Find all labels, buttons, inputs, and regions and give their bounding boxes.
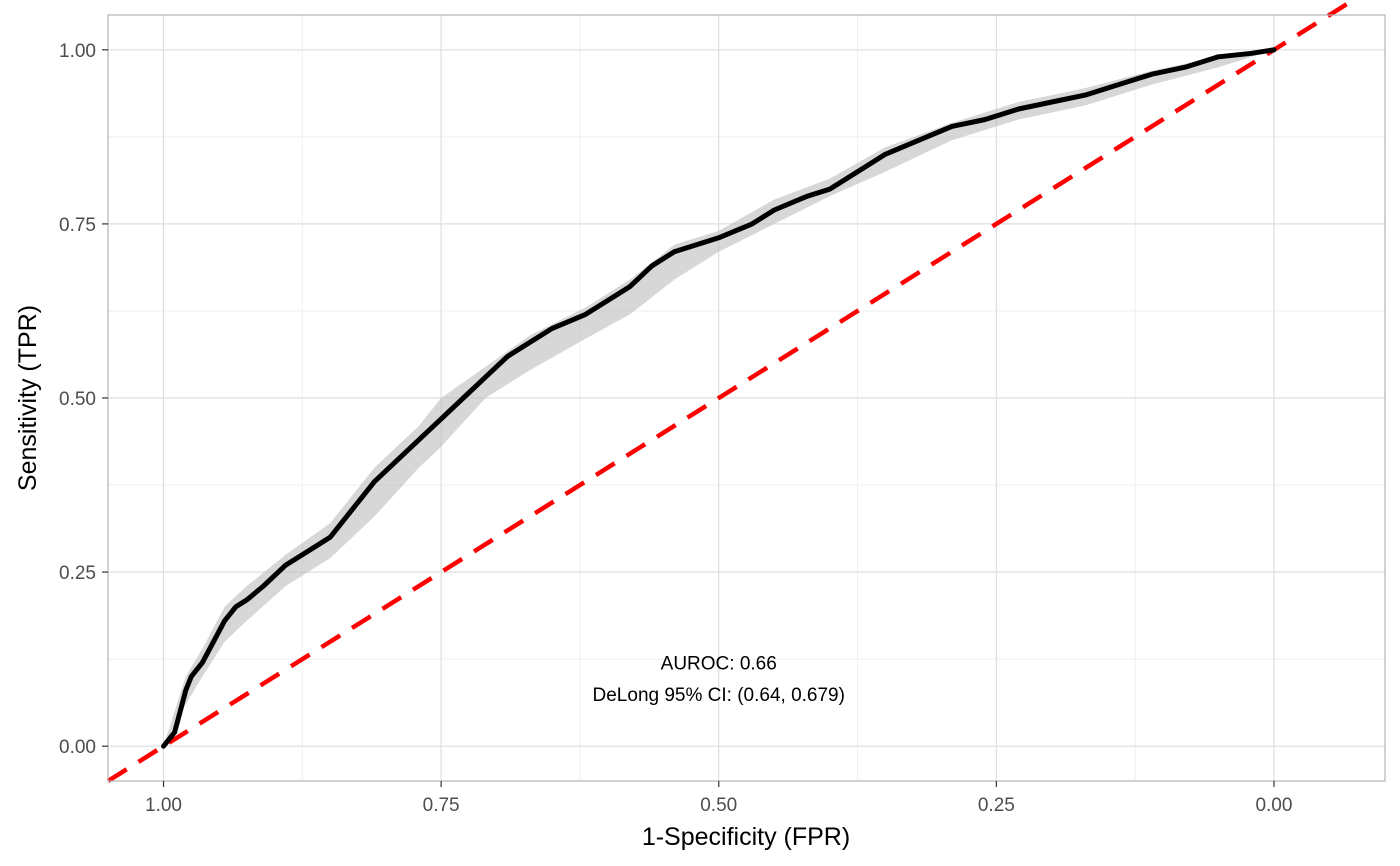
x-tick-label: 0.25: [978, 795, 1015, 816]
minor-gridlines: [108, 15, 1385, 781]
x-tick-label: 1.00: [145, 795, 182, 816]
y-tick-label: 0.00: [59, 737, 96, 758]
x-axis-title: 1-Specificity (FPR): [642, 823, 850, 851]
x-tick-label: 0.50: [700, 795, 737, 816]
x-axis-ticks: 1.00 0.75 0.50 0.25 0.00: [145, 781, 1292, 816]
x-tick-label: 0.00: [1255, 795, 1292, 816]
y-tick-label: 0.75: [59, 215, 96, 236]
roc-curve-line: [161, 47, 1277, 749]
x-tick-label: 0.75: [423, 795, 460, 816]
auroc-annotation: AUROC: 0.66: [661, 654, 777, 675]
y-axis-title: Sensitivity (TPR): [14, 305, 42, 491]
y-tick-label: 0.50: [59, 389, 96, 410]
y-tick-label: 0.25: [59, 563, 96, 584]
roc-curve-layer: [161, 47, 1277, 749]
annotations: AUROC: 0.66 DeLong 95% CI: (0.64, 0.679): [593, 654, 845, 706]
delong-ci-annotation: DeLong 95% CI: (0.64, 0.679): [593, 685, 845, 706]
y-axis-ticks: 0.00 0.25 0.50 0.75 1.00: [59, 41, 108, 758]
y-tick-label: 1.00: [59, 41, 96, 62]
